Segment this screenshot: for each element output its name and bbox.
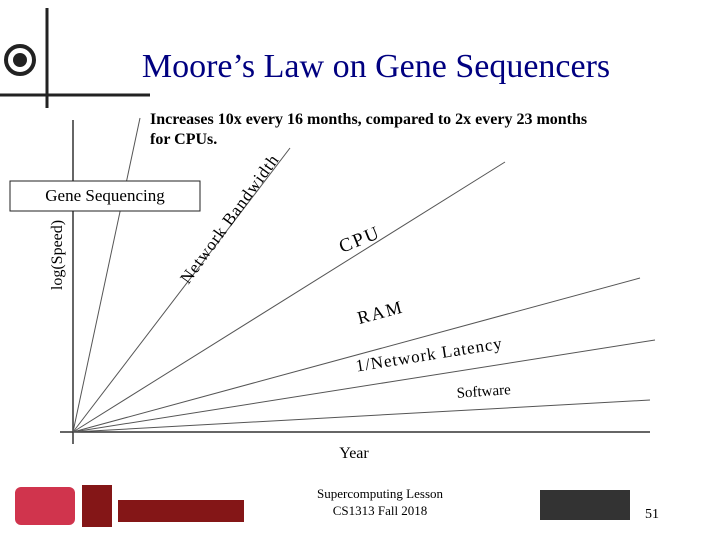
curve-line xyxy=(72,277,641,433)
logo xyxy=(82,485,112,527)
subtitle: for CPUs. xyxy=(150,131,217,148)
curve-label: Gene Sequencing xyxy=(45,186,165,205)
logo xyxy=(540,490,630,520)
title: Moore’s Law on Gene Sequencers xyxy=(142,48,610,85)
footer-text: Supercomputing Lesson xyxy=(317,486,444,501)
curve-line xyxy=(72,161,506,433)
logo xyxy=(13,53,27,67)
page-number: 51 xyxy=(645,507,659,522)
footer-text: CS1313 Fall 2018 xyxy=(333,503,428,518)
curve-line xyxy=(72,399,651,433)
logo xyxy=(118,500,244,522)
y-axis-label: log(Speed) xyxy=(49,220,66,290)
logo xyxy=(15,487,75,525)
x-axis-label: Year xyxy=(339,445,369,462)
curve-line xyxy=(72,339,656,433)
curve-label: Software xyxy=(456,382,511,402)
curve-line xyxy=(72,147,291,433)
label-box xyxy=(9,180,201,212)
curve-line xyxy=(72,117,141,433)
subtitle: Increases 10x every 16 months, compared … xyxy=(150,111,587,128)
logo xyxy=(4,44,36,76)
